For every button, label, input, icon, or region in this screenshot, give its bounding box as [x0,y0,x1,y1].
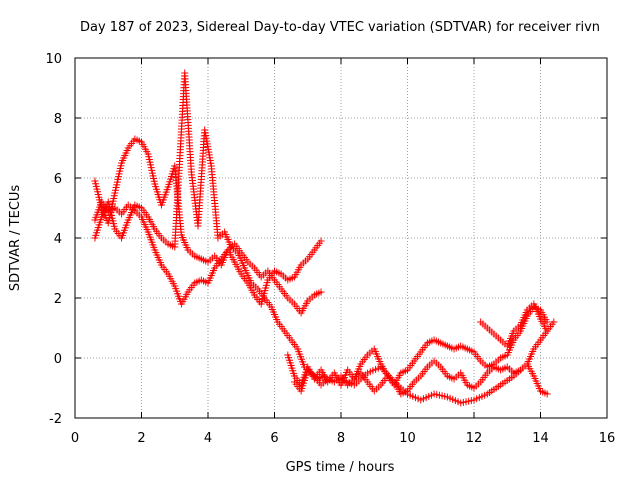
chart-title: Day 187 of 2023, Sidereal Day-to-day VTE… [80,20,600,35]
series-track-b [91,135,325,308]
x-tick-label: 4 [204,431,212,446]
x-tick-label: 2 [137,431,145,446]
x-tick-label: 10 [399,431,416,446]
grid [75,58,607,418]
data-point [543,318,551,326]
ticks: 0 2 4 6 8 10 12 14 16 -2 0 2 4 6 8 10 [45,52,615,446]
x-tick-label: 12 [466,431,483,446]
data-point [320,372,328,380]
series-track-g [477,300,558,350]
y-tick-label: 10 [45,52,62,67]
data-point [550,318,558,326]
x-tick-label: 0 [71,431,79,446]
x-axis-label: GPS time / hours [286,460,395,475]
x-tick-label: 8 [337,431,345,446]
x-tick-label: 16 [599,431,616,446]
series-track-f [337,360,551,407]
data-point [543,390,551,398]
y-axis-label: SDTVAR / TECUs [8,185,23,292]
x-tick-label: 6 [270,431,278,446]
series-track-c [91,69,328,383]
y-tick-label: 4 [54,232,62,247]
series-track-a [91,198,325,317]
x-tick-label: 14 [532,431,549,446]
data-point [317,237,325,245]
y-tick-label: 2 [54,292,62,307]
data-points [91,69,558,407]
y-tick-label: -2 [49,412,62,427]
y-tick-label: 6 [54,172,62,187]
data-point [317,288,325,296]
y-tick-label: 8 [54,112,62,127]
y-tick-label: 0 [54,352,62,367]
